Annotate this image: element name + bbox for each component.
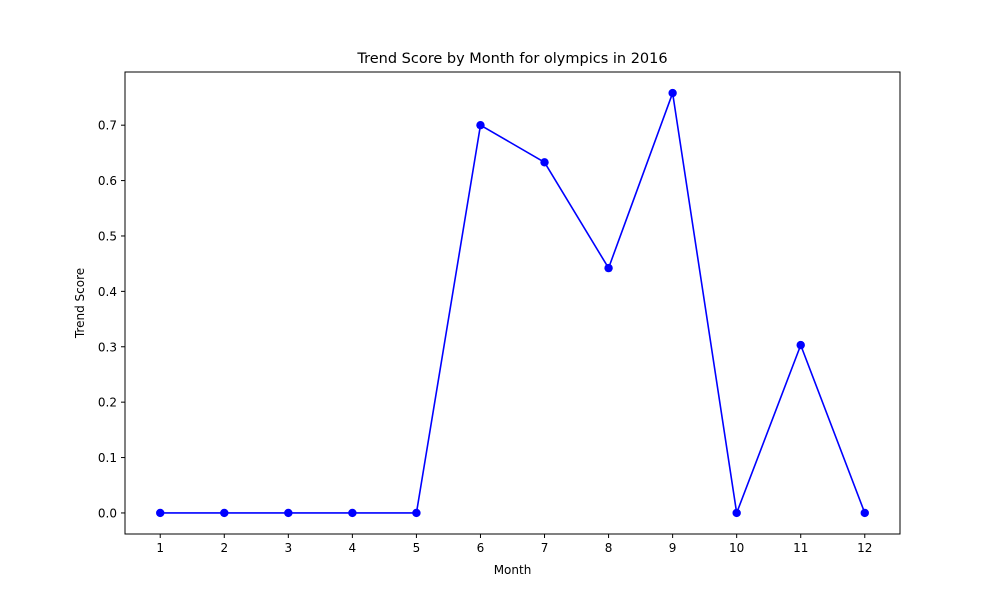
y-tick-label: 0.4 (98, 285, 117, 299)
x-tick-label: 6 (477, 541, 485, 555)
x-tick-label: 3 (285, 541, 293, 555)
y-tick-label: 0.0 (98, 506, 117, 520)
x-tick-label: 5 (413, 541, 421, 555)
data-point (540, 158, 549, 167)
x-tick-label: 2 (220, 541, 228, 555)
x-tick-label: 12 (857, 541, 872, 555)
data-point (156, 508, 165, 518)
data-point (220, 508, 229, 518)
data-point (860, 508, 869, 518)
plot-area: 1 2 3 4 5 6 7 8 9 10 11 120.00.10.20.30.40.50.60.7 (98, 88, 872, 555)
data-point (668, 88, 677, 98)
data-point (476, 120, 485, 130)
data-point (732, 508, 741, 518)
y-axis-label: Trend Score (73, 268, 87, 339)
x-tick-label: 1 (156, 541, 164, 555)
y-tick-label: 0.6 (98, 174, 117, 188)
chart-title: Trend Score by Month for olympics in 201… (356, 51, 667, 67)
y-tick-label: 0.1 (98, 451, 117, 465)
data-point (796, 340, 805, 350)
data-point (348, 508, 357, 518)
y-tick-label: 0.3 (98, 340, 117, 354)
data-point (284, 508, 293, 518)
x-tick-label: 11 (793, 541, 808, 555)
x-tick-label: 9 (669, 541, 677, 555)
x-tick-label: 10 (729, 541, 744, 555)
x-tick-label: 4 (349, 541, 357, 555)
y-tick-label: 0.7 (98, 119, 117, 133)
series-line (160, 92, 866, 514)
y-tick-label: 0.5 (98, 229, 117, 243)
x-tick-label: 8 (605, 541, 613, 555)
data-point (604, 263, 613, 273)
x-tick-label: 7 (541, 541, 549, 555)
x-axis-label: Month (494, 563, 532, 577)
axes-frame (124, 71, 901, 535)
y-tick-label: 0.2 (98, 396, 117, 410)
data-point (412, 508, 421, 518)
